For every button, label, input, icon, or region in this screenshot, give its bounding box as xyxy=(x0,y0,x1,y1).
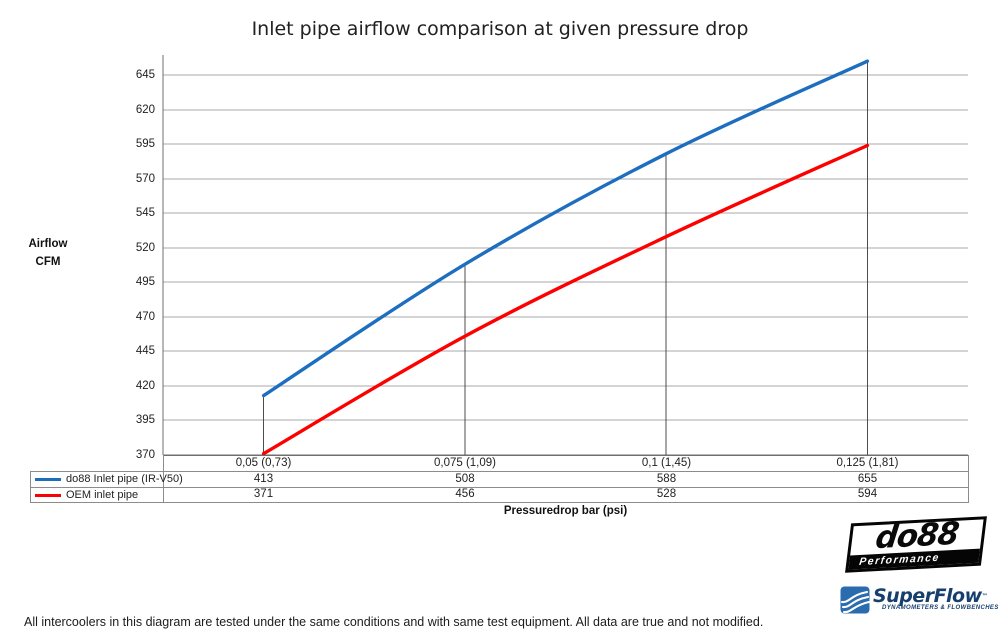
table-value: 508 xyxy=(455,473,475,485)
table-border-top xyxy=(163,455,969,456)
superflow-logo-text: SuperFlow™ xyxy=(873,585,988,607)
chart-title: Inlet pipe airflow comparison at given p… xyxy=(251,18,749,40)
legend-label: OEM inlet pipe xyxy=(66,489,139,501)
table-border-row2 xyxy=(30,487,969,488)
y-axis-tick-label: 620 xyxy=(135,103,155,116)
category-label: 0,125 (1,81) xyxy=(836,457,899,469)
legend-item-oem: OEM inlet pipe xyxy=(31,488,163,502)
table-value: 528 xyxy=(656,488,677,500)
superflow-logo: SuperFlow™ DYNAMOMETERS & FLOWBENCHES xyxy=(840,586,999,614)
table-value: 655 xyxy=(857,473,878,485)
table-border-left xyxy=(30,471,31,503)
series1-line-swatch xyxy=(35,477,61,481)
y-axis-title: Airflow CFM xyxy=(18,235,78,271)
table-value: 594 xyxy=(857,488,878,500)
y-axis-tick-label: 645 xyxy=(135,69,155,81)
y-axis-tick-label: 570 xyxy=(135,172,155,185)
table-border-legend xyxy=(163,455,164,503)
y-axis-title-line2: CFM xyxy=(35,256,61,268)
category-label: 0,075 (1,09) xyxy=(433,457,496,469)
y-axis-tick-label: 595 xyxy=(135,138,155,151)
y-axis-title-line1: Airflow xyxy=(28,238,68,250)
x-axis-title: Pressuredrop bar (psi) xyxy=(503,505,628,517)
legend-item-do88: do88 Inlet pipe (IR-V50) xyxy=(31,472,183,486)
y-axis-tick-label: 520 xyxy=(135,241,155,254)
table-value: 456 xyxy=(455,488,475,500)
table-border-row1 xyxy=(30,471,969,472)
table-value: 413 xyxy=(253,473,274,485)
series-line-do88 xyxy=(261,59,870,398)
series-line-oem xyxy=(261,143,870,456)
table-value: 588 xyxy=(656,473,677,485)
table-value: 371 xyxy=(253,488,274,500)
category-label: 0,05 (0,73) xyxy=(235,457,292,469)
table-border-right xyxy=(968,455,969,503)
do88-logo: do88 Performance xyxy=(845,516,987,573)
y-axis-tick-label: 495 xyxy=(135,276,155,289)
y-axis-tick-label: 420 xyxy=(135,379,155,392)
footer-note: All intercoolers in this diagram are tes… xyxy=(24,615,764,629)
trademark-symbol: ™ xyxy=(981,593,988,600)
series2-line-swatch xyxy=(35,493,61,497)
y-axis-tick-label: 395 xyxy=(135,414,155,427)
y-axis-tick-label: 445 xyxy=(135,345,155,358)
superflow-tagline: DYNAMOMETERS & FLOWBENCHES xyxy=(882,605,999,611)
do88-logo-text: do88 xyxy=(873,515,961,557)
legend-label: do88 Inlet pipe (IR-V50) xyxy=(66,473,183,485)
table-border-bottom xyxy=(30,502,969,503)
y-axis-tick-label: 470 xyxy=(135,310,155,323)
superflow-wave-icon xyxy=(840,586,870,614)
y-axis-tick-label: 370 xyxy=(135,449,155,461)
y-axis-tick-label: 545 xyxy=(135,207,155,220)
category-label: 0,1 (1,45) xyxy=(641,457,692,469)
